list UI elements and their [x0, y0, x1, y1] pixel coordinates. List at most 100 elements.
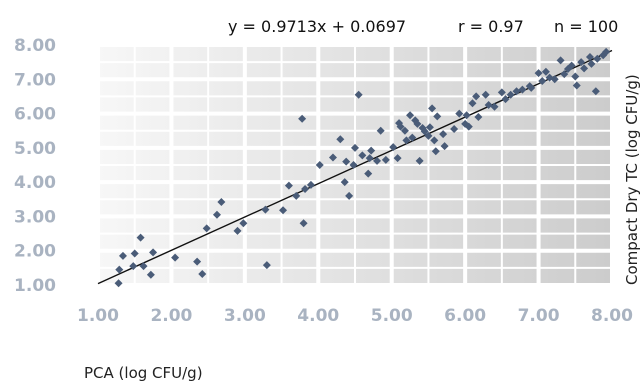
- data-point: [262, 261, 271, 270]
- x-tick-label: 5.00: [371, 306, 413, 326]
- points-layer: [114, 47, 611, 288]
- data-point: [381, 155, 390, 164]
- data-point: [406, 111, 415, 120]
- data-point: [481, 90, 490, 99]
- data-point: [146, 270, 155, 279]
- y-tick-label: 3.00: [14, 207, 56, 227]
- data-point: [279, 206, 288, 215]
- data-point: [534, 69, 543, 78]
- x-axis-label: PCA (log CFU/g): [84, 364, 203, 382]
- data-point: [571, 72, 580, 81]
- data-point: [440, 142, 449, 151]
- data-point: [501, 95, 510, 104]
- data-point: [472, 92, 481, 101]
- data-point: [455, 109, 464, 118]
- y-axis-label: Compact Dry TC (log CFU/g): [623, 74, 641, 285]
- y-tick-label: 5.00: [14, 139, 56, 159]
- data-point: [474, 113, 483, 121]
- data-point: [354, 90, 363, 99]
- data-point: [118, 251, 127, 260]
- data-point: [587, 59, 596, 68]
- data-point: [349, 161, 358, 169]
- y-tick-label: 1.00: [14, 276, 56, 296]
- data-point: [136, 233, 145, 242]
- x-tick-label: 7.00: [518, 306, 560, 326]
- data-point: [389, 143, 398, 152]
- y-tick-label: 8.00: [14, 36, 56, 56]
- data-point: [560, 70, 569, 79]
- data-point: [497, 88, 506, 97]
- data-point: [284, 181, 293, 190]
- data-point: [301, 185, 310, 193]
- data-point: [563, 65, 572, 73]
- data-point: [198, 270, 207, 279]
- data-point: [306, 180, 315, 189]
- data-point: [365, 154, 374, 163]
- data-point: [415, 156, 424, 165]
- data-point: [400, 126, 409, 135]
- data-point: [593, 54, 602, 63]
- data-point: [462, 111, 471, 120]
- data-point: [299, 219, 308, 228]
- data-point: [396, 122, 405, 131]
- data-point: [202, 224, 211, 233]
- data-point: [413, 119, 422, 128]
- data-point: [484, 101, 493, 109]
- data-point: [424, 131, 433, 140]
- data-point: [541, 67, 550, 76]
- data-point: [261, 205, 270, 214]
- correlation-coefficient: r = 0.97: [458, 17, 524, 36]
- x-tick-label: 8.00: [591, 306, 633, 326]
- data-point: [506, 90, 515, 99]
- data-point: [439, 130, 448, 139]
- y-tick-labels: 1.00 2.00 3.00 4.00 5.00 6.00 7.00 8.00: [14, 36, 56, 296]
- data-point: [373, 156, 382, 165]
- data-point: [591, 87, 600, 96]
- y-tick-label: 2.00: [14, 242, 56, 262]
- data-point: [425, 123, 434, 132]
- data-point: [428, 104, 437, 113]
- data-point: [342, 157, 351, 166]
- x-tick-labels: 1.00 2.00 3.00 4.00 5.00 6.00 7.00 8.00: [77, 306, 633, 326]
- grid-layer: [96, 43, 614, 287]
- x-tick-label: 3.00: [224, 306, 266, 326]
- data-point: [577, 58, 586, 67]
- data-point: [602, 47, 611, 56]
- data-point: [114, 279, 123, 288]
- data-point: [527, 83, 536, 92]
- sample-count: n = 100: [554, 17, 618, 36]
- data-point: [193, 257, 202, 266]
- data-point: [239, 219, 248, 228]
- data-point: [585, 53, 594, 61]
- data-point: [433, 112, 442, 121]
- data-point: [464, 122, 473, 131]
- data-point: [450, 125, 459, 133]
- data-point: [115, 265, 124, 274]
- x-tick-label: 4.00: [297, 306, 339, 326]
- data-point: [512, 87, 521, 96]
- data-point: [328, 153, 337, 162]
- data-point: [130, 249, 139, 258]
- data-point: [340, 178, 349, 187]
- x-tick-label: 2.00: [150, 306, 192, 326]
- data-point: [292, 191, 301, 200]
- y-tick-label: 4.00: [14, 173, 56, 193]
- data-point: [420, 127, 429, 136]
- y-tick-label: 7.00: [14, 70, 56, 90]
- data-point: [171, 253, 180, 262]
- x-tick-label: 1.00: [77, 306, 119, 326]
- data-point: [538, 77, 547, 85]
- data-point: [298, 114, 307, 123]
- data-point: [364, 169, 373, 178]
- data-point: [315, 161, 324, 169]
- data-point: [545, 73, 554, 82]
- data-point: [351, 143, 359, 152]
- data-point: [212, 210, 221, 219]
- x-tick-label: 6.00: [444, 306, 486, 326]
- data-point: [556, 56, 565, 65]
- data-point: [129, 262, 138, 271]
- data-point: [376, 126, 385, 135]
- data-point: [408, 133, 417, 142]
- data-point: [393, 154, 402, 163]
- data-point: [518, 85, 527, 94]
